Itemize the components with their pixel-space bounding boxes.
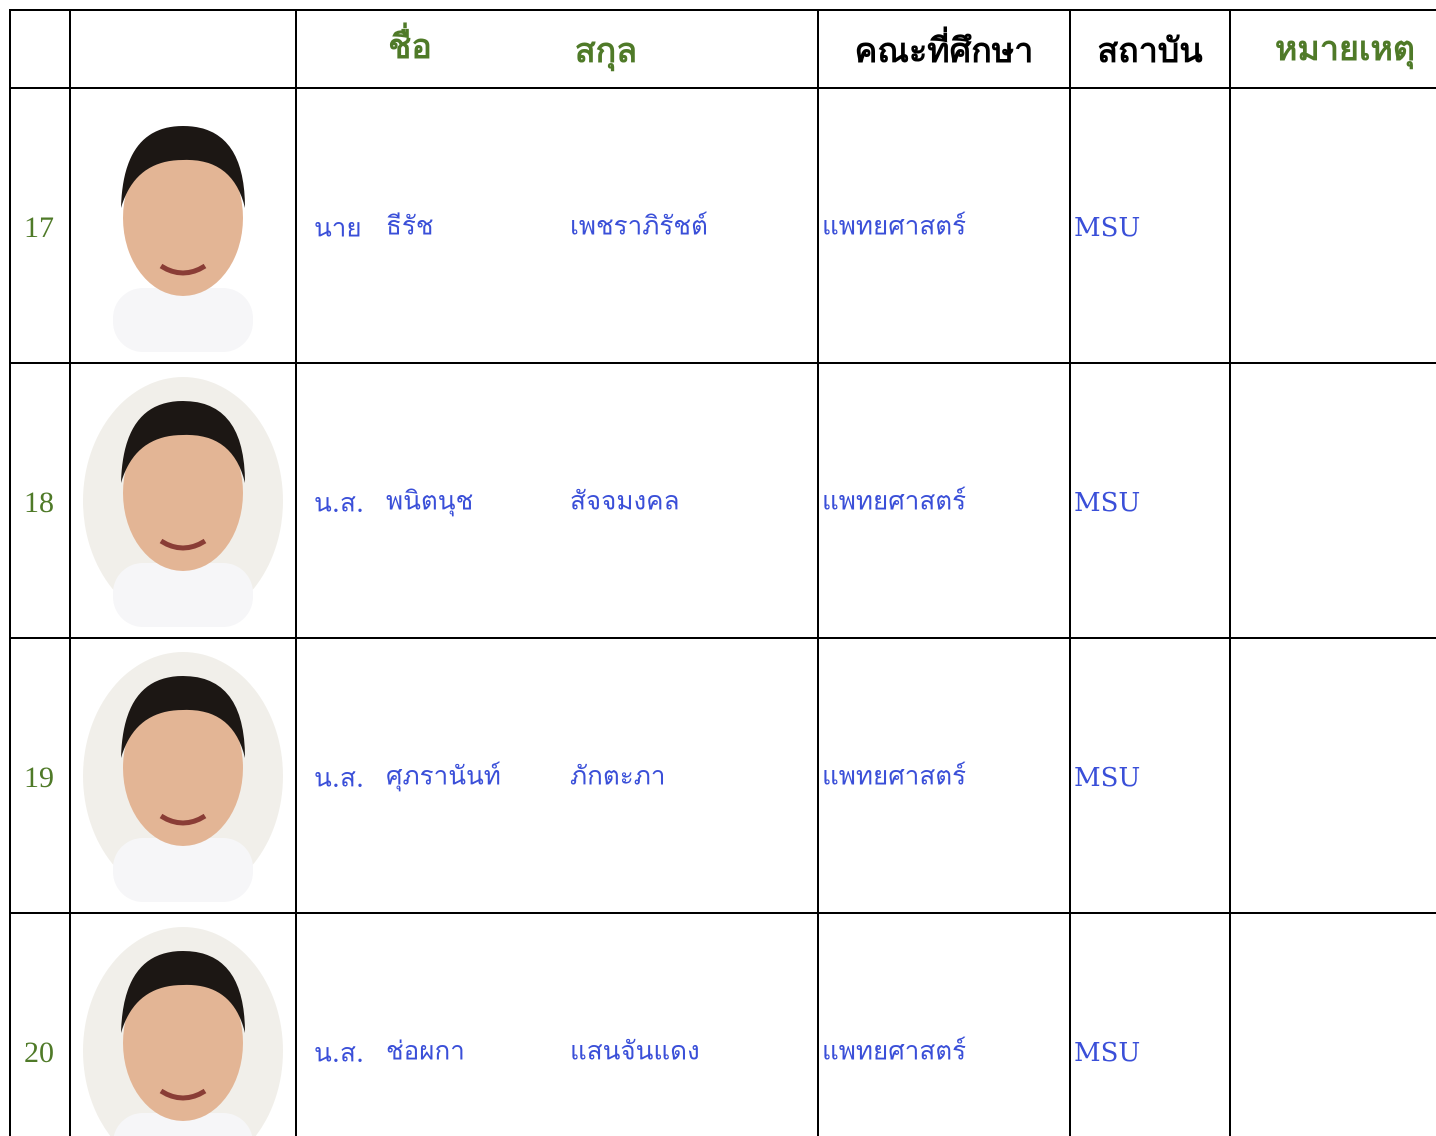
first-name: ศุภรานันท์ bbox=[386, 761, 501, 792]
border bbox=[9, 9, 11, 1136]
title: น.ส. bbox=[314, 488, 365, 519]
last-name: ภักตะภา bbox=[570, 761, 666, 792]
photo bbox=[83, 652, 283, 902]
border bbox=[9, 9, 1436, 11]
row-number: 19 bbox=[24, 761, 54, 794]
faculty: แพทยศาสตร์ bbox=[822, 1036, 967, 1067]
border bbox=[9, 912, 1436, 914]
title: น.ส. bbox=[314, 1038, 365, 1069]
title: นาย bbox=[314, 213, 362, 244]
institute: MSU bbox=[1074, 763, 1141, 793]
last-name: เพชราภิรัชต์ bbox=[570, 211, 708, 242]
row-number: 17 bbox=[24, 211, 54, 244]
faculty: แพทยศาสตร์ bbox=[822, 486, 967, 517]
border bbox=[9, 87, 1436, 89]
row-number: 20 bbox=[24, 1036, 54, 1069]
border bbox=[1069, 9, 1071, 1136]
photo bbox=[83, 377, 283, 627]
institute: MSU bbox=[1074, 213, 1141, 243]
header-institute: สถาบัน bbox=[1097, 31, 1203, 71]
header-faculty: คณะที่ศึกษา bbox=[854, 31, 1034, 71]
row-number: 18 bbox=[24, 486, 54, 519]
photo bbox=[83, 927, 283, 1136]
border bbox=[9, 362, 1436, 364]
header-surname: สกุล bbox=[574, 31, 638, 71]
border bbox=[1229, 9, 1231, 1136]
border bbox=[69, 9, 71, 1136]
first-name: พนิตนุช bbox=[386, 486, 474, 517]
institute: MSU bbox=[1074, 488, 1141, 518]
last-name: แสนจันแดง bbox=[570, 1036, 700, 1067]
border bbox=[9, 637, 1436, 639]
first-name: ช่อผกา bbox=[386, 1036, 465, 1067]
last-name: สัจจมงคล bbox=[570, 486, 680, 517]
title: น.ส. bbox=[314, 763, 365, 794]
first-name: ธีรัช bbox=[386, 211, 434, 242]
header-name: ชื่อ bbox=[388, 27, 432, 67]
photo bbox=[83, 102, 283, 352]
header-remark: หมายเหตุ bbox=[1275, 29, 1415, 69]
institute: MSU bbox=[1074, 1038, 1141, 1068]
faculty: แพทยศาสตร์ bbox=[822, 761, 967, 792]
border bbox=[295, 9, 297, 1136]
border bbox=[817, 9, 819, 1136]
faculty: แพทยศาสตร์ bbox=[822, 211, 967, 242]
